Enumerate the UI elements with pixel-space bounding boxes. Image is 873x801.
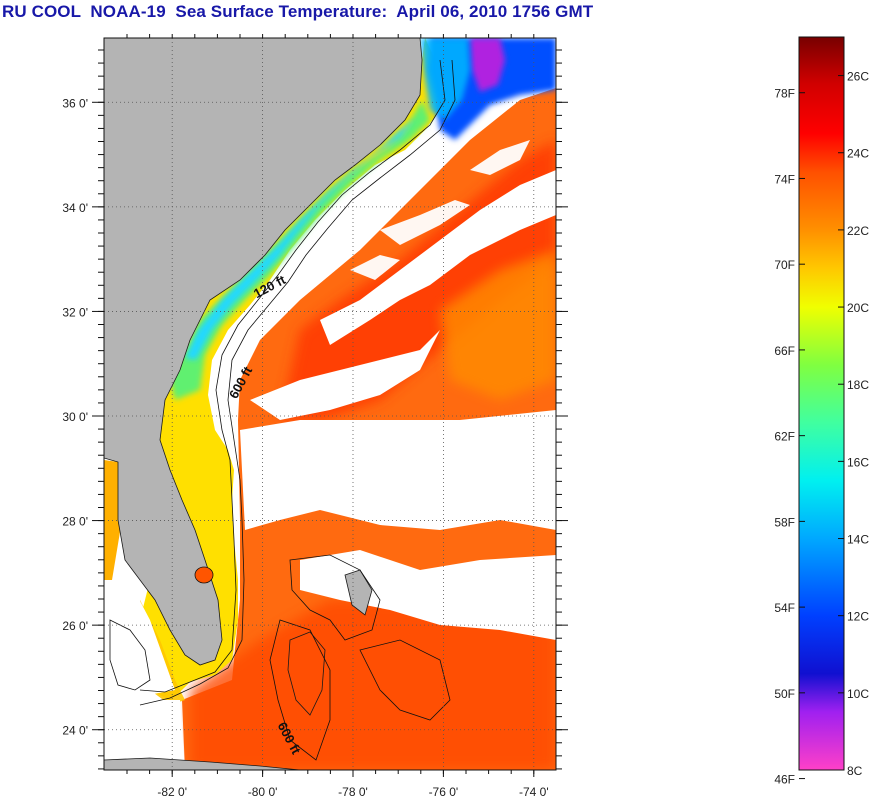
lat-lon-grid xyxy=(104,38,556,770)
map-title: RU COOL NOAA-19 Sea Surface Temperature:… xyxy=(2,2,594,21)
colorbar-f-label: 74F xyxy=(774,172,795,186)
land-cuba xyxy=(104,757,301,770)
cloud-band-mid xyxy=(250,330,440,420)
colorbar-c-label: 16C xyxy=(847,455,869,469)
lat-tick-label: 26 0' xyxy=(62,619,88,633)
colorbar-ticks xyxy=(799,75,844,780)
sst-shelf-cyan xyxy=(185,118,415,360)
lat-tick-label: 24 0' xyxy=(62,724,88,738)
lon-tick-label: -80 0' xyxy=(248,785,278,799)
contour-600ft xyxy=(139,59,456,706)
sst-hatteras-purple xyxy=(470,38,505,92)
sst-shelf-cold-band xyxy=(140,38,440,700)
cloud-west-florida xyxy=(104,580,175,700)
colorbar-f-label: 78F xyxy=(774,87,795,101)
cloud-lower-left xyxy=(104,700,185,770)
colorbar-f-label: 58F xyxy=(774,515,795,529)
lat-tick-label: 30 0' xyxy=(62,410,88,424)
land-southeast-us xyxy=(104,38,423,666)
colorbar-c-label: 26C xyxy=(847,70,869,84)
colorbar-f-label: 50F xyxy=(774,687,795,701)
lon-tick-label: -76 0' xyxy=(429,785,459,799)
lat-tick-label: 36 0' xyxy=(62,96,88,110)
colorbar-f-label: 62F xyxy=(774,430,795,444)
land-abaco xyxy=(344,569,373,616)
lon-tick-label: -78 0' xyxy=(338,785,368,799)
sst-shelf-green xyxy=(170,100,430,400)
colorbar-f-label: 54F xyxy=(774,601,795,615)
colorbar: 8C 10C 12C 14C 16C 18C 20C 22C 24C 26C 46F 50F 54F 58… xyxy=(774,36,869,787)
colorbar-c-label: 22C xyxy=(847,224,869,238)
sst-gulf-of-mexico xyxy=(104,460,122,580)
land xyxy=(104,38,423,770)
axis-labels: -82 0' -80 0' -78 0' -76 0' -74 0' 24 0' 26 0'… xyxy=(62,96,548,799)
lon-tick-label: -74 0' xyxy=(519,785,549,799)
sst-orange-patch xyxy=(440,250,556,400)
colorbar-f-label: 66F xyxy=(774,344,795,358)
lat-tick-label: 32 0' xyxy=(62,305,88,319)
axis-ticks xyxy=(92,34,568,777)
cloud-cover xyxy=(104,140,556,770)
colorbar-c-label: 20C xyxy=(847,301,869,315)
lat-tick-label: 28 0' xyxy=(62,515,88,529)
contour-120ft xyxy=(139,59,446,693)
colorbar-c-label: 12C xyxy=(847,610,869,624)
lat-tick-label: 34 0' xyxy=(62,201,88,215)
cloud-mass-south xyxy=(300,550,556,640)
sst-hatteras-teal xyxy=(420,38,470,120)
colorbar-c-label: 8C xyxy=(847,764,863,778)
lake-okeechobee xyxy=(194,566,214,584)
colorbar-labels: 8C 10C 12C 14C 16C 18C 20C 22C 24C 26C 46F 50F 54F 58… xyxy=(774,70,869,787)
colorbar-f-label: 70F xyxy=(774,258,795,272)
cloud-band-north xyxy=(320,170,556,345)
sst-southern-warm xyxy=(190,600,556,770)
colorbar-f-label: 46F xyxy=(774,773,795,787)
contour-florida-keys xyxy=(109,619,151,691)
cloud-wisps xyxy=(350,140,530,280)
colorbar-c-label: 18C xyxy=(847,378,869,392)
colorbar-c-label: 10C xyxy=(847,687,869,701)
contour-bahamas-banks xyxy=(269,554,451,761)
colorbar-c-label: 24C xyxy=(847,147,869,161)
colorbar-bar xyxy=(798,36,845,771)
colorbar-c-label: 14C xyxy=(847,533,869,547)
cloud-mass-central xyxy=(240,410,556,530)
lon-tick-label: -82 0' xyxy=(157,785,187,799)
bathymetry-contours xyxy=(109,59,456,761)
